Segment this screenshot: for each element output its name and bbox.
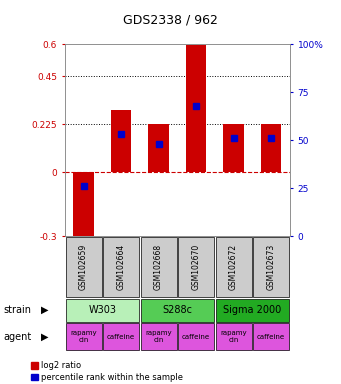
Legend: log2 ratio, percentile rank within the sample: log2 ratio, percentile rank within the s… xyxy=(31,361,183,382)
Text: S288c: S288c xyxy=(162,305,192,315)
Text: agent: agent xyxy=(3,332,32,342)
Text: ▶: ▶ xyxy=(41,305,48,315)
Text: GSM102672: GSM102672 xyxy=(229,244,238,290)
Text: caffeine: caffeine xyxy=(182,334,210,340)
Bar xyxy=(216,323,252,351)
Bar xyxy=(216,299,289,321)
Text: strain: strain xyxy=(3,305,31,315)
Bar xyxy=(223,124,244,172)
Text: caffeine: caffeine xyxy=(257,334,285,340)
Text: GSM102664: GSM102664 xyxy=(117,244,125,290)
Text: rapamy
cin: rapamy cin xyxy=(220,331,247,343)
Bar xyxy=(178,323,214,351)
Bar xyxy=(65,237,102,297)
Text: Sigma 2000: Sigma 2000 xyxy=(223,305,281,315)
Bar xyxy=(73,172,94,240)
Bar xyxy=(253,323,289,351)
Bar xyxy=(140,237,177,297)
Bar xyxy=(186,45,206,172)
Text: W303: W303 xyxy=(88,305,116,315)
Bar xyxy=(140,299,214,321)
Text: ▶: ▶ xyxy=(41,332,48,342)
Bar xyxy=(140,323,177,351)
Text: GDS2338 / 962: GDS2338 / 962 xyxy=(123,13,218,26)
Text: GSM102668: GSM102668 xyxy=(154,244,163,290)
Bar xyxy=(65,299,139,321)
Text: GSM102659: GSM102659 xyxy=(79,244,88,290)
Text: GSM102673: GSM102673 xyxy=(267,244,276,290)
Text: rapamy
cin: rapamy cin xyxy=(145,331,172,343)
Bar xyxy=(216,237,252,297)
Bar xyxy=(178,237,214,297)
Bar xyxy=(148,124,169,172)
Bar xyxy=(65,323,102,351)
Bar xyxy=(103,323,139,351)
Bar xyxy=(261,124,281,172)
Text: GSM102670: GSM102670 xyxy=(192,244,201,290)
Text: caffeine: caffeine xyxy=(107,334,135,340)
Bar xyxy=(103,237,139,297)
Text: rapamy
cin: rapamy cin xyxy=(70,331,97,343)
Bar xyxy=(111,110,131,172)
Bar xyxy=(253,237,289,297)
